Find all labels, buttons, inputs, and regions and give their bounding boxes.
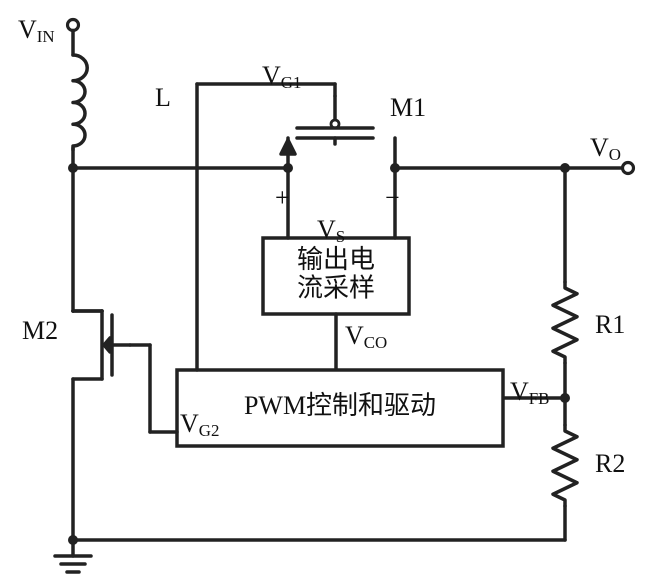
L-label: L bbox=[155, 83, 171, 112]
m2-label: M2 bbox=[22, 316, 58, 345]
output-sample-label: 输出电流采样 bbox=[297, 245, 375, 303]
r1-label: R1 bbox=[595, 310, 625, 339]
minus-label: − bbox=[385, 183, 400, 212]
m1-label: M1 bbox=[390, 93, 426, 122]
pwm-label: PWM控制和驱动 bbox=[244, 391, 436, 420]
plus-label: + bbox=[275, 183, 290, 212]
r2-label: R2 bbox=[595, 449, 625, 478]
